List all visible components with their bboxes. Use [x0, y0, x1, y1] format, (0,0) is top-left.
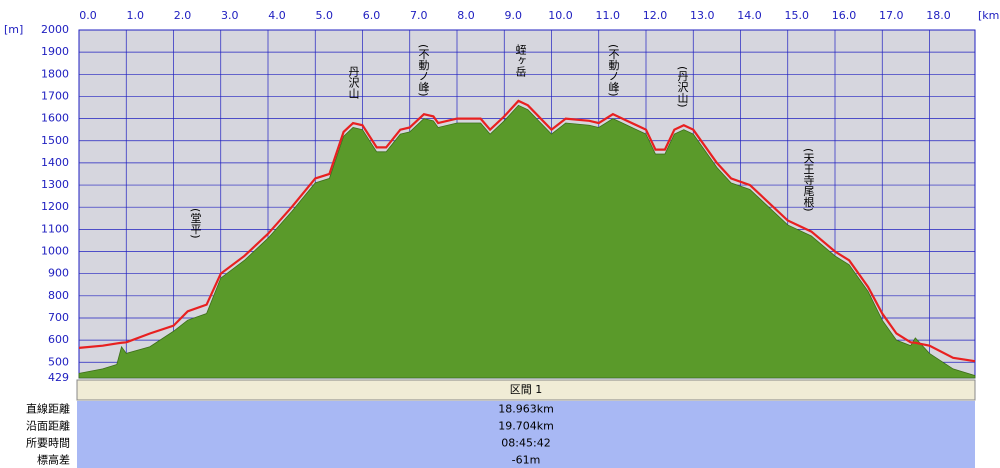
x-tick-label: 5.0 [315, 9, 333, 22]
annotation: (堂平) [189, 208, 202, 239]
row-value: 19.704km [498, 420, 554, 433]
x-tick-label: 1.0 [126, 9, 144, 22]
y-tick-label: 1200 [41, 200, 69, 213]
y-tick-label: 1000 [41, 245, 69, 258]
annotation: (不動ノ峰) [607, 44, 620, 97]
row-label: 直線距離 [26, 402, 70, 416]
y-tick-label: 600 [48, 333, 69, 346]
x-tick-label: 13.0 [690, 9, 715, 22]
y-tick-label: 2000 [41, 23, 69, 36]
x-tick-label: 15.0 [784, 9, 809, 22]
row-label: 沿面距離 [26, 419, 70, 433]
y-tick-label: 1900 [41, 45, 69, 58]
row-value: 18.963km [498, 403, 554, 416]
terrain-area [78, 104, 976, 379]
annotation: (天王寺尾根) [802, 148, 815, 212]
route-line [78, 99, 976, 363]
y-tick-label: 700 [48, 311, 69, 324]
y-tick-label: 900 [48, 267, 69, 280]
table-header-bg [76, 379, 976, 401]
y-tick-label: 1500 [41, 134, 69, 147]
y-tick-label: 1400 [41, 156, 69, 169]
y-tick-label: 429 [48, 371, 69, 384]
x-tick-label: 2.0 [174, 9, 192, 22]
y-tick-label: 1700 [41, 89, 69, 102]
y-unit: [m] [4, 23, 23, 36]
x-tick-label: 14.0 [737, 9, 762, 22]
x-tick-label: 12.0 [643, 9, 668, 22]
x-tick-label: 0.0 [79, 9, 97, 22]
y-tick-label: 1600 [41, 112, 69, 125]
x-tick-label: 10.0 [548, 9, 573, 22]
y-tick-label: 1300 [41, 178, 69, 191]
y-tick-label: 800 [48, 289, 69, 302]
plot [78, 29, 976, 379]
row-value: -61m [512, 454, 541, 467]
summary-table: 区間 1 直線距離 18.963km 沿面距離 19.704km 所要時間 08:45:4… [26, 379, 976, 468]
table-body-bg [77, 401, 975, 468]
x-tick-label: 3.0 [221, 9, 239, 22]
x-tick-label: 18.0 [926, 9, 951, 22]
annotation: (不動ノ峰) [417, 44, 430, 97]
y-tick-label: 1100 [41, 222, 69, 235]
x-tick-label: 8.0 [457, 9, 475, 22]
x-tick-label: 4.0 [268, 9, 286, 22]
y-tick-label: 500 [48, 355, 69, 368]
annotation: (丹沢山) [676, 66, 689, 108]
x-tick-label: 9.0 [504, 9, 522, 22]
annotation: 丹沢山 [347, 66, 360, 99]
row-label: 所要時間 [26, 437, 70, 450]
row-label: 標高差 [37, 453, 70, 467]
table-header: 区間 1 [510, 383, 543, 396]
x-tick-label: 7.0 [410, 9, 428, 22]
y-tick-label: 1800 [41, 67, 69, 80]
row-value: 08:45:42 [501, 437, 550, 450]
x-tick-label: 6.0 [363, 9, 381, 22]
annotation: 蛭ヶ岳 [514, 44, 527, 77]
x-tick-label: 11.0 [595, 9, 620, 22]
x-unit: [km] [978, 9, 1000, 22]
x-tick-label: 17.0 [879, 9, 904, 22]
x-tick-label: 16.0 [832, 9, 857, 22]
